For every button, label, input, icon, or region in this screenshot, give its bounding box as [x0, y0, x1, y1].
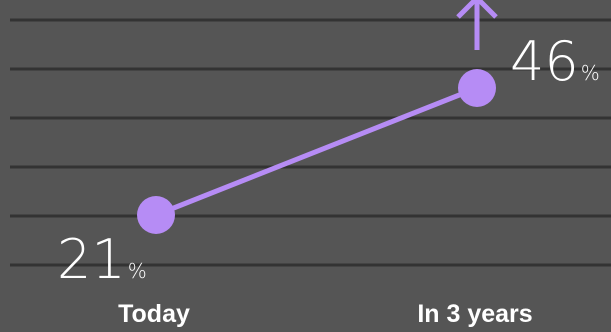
data-label-unit: % — [581, 61, 600, 85]
category-labels: Today In 3 years — [118, 300, 533, 328]
data-label-unit: % — [128, 259, 147, 283]
data-label-1: 21% — [57, 228, 147, 291]
data-point-1 — [137, 196, 175, 234]
category-label-1: Today — [118, 300, 190, 328]
series-marks — [137, 0, 498, 234]
data-label-value: 46 — [510, 30, 579, 93]
data-label-2: 46% — [510, 30, 600, 93]
gridlines — [10, 18, 611, 267]
series-line — [155, 85, 478, 218]
data-label-value: 21 — [57, 228, 126, 291]
arrow-up-icon — [456, 0, 498, 50]
category-label-2: In 3 years — [417, 300, 532, 328]
data-labels: 21 %46% — [57, 30, 600, 291]
data-point-2 — [458, 69, 496, 107]
